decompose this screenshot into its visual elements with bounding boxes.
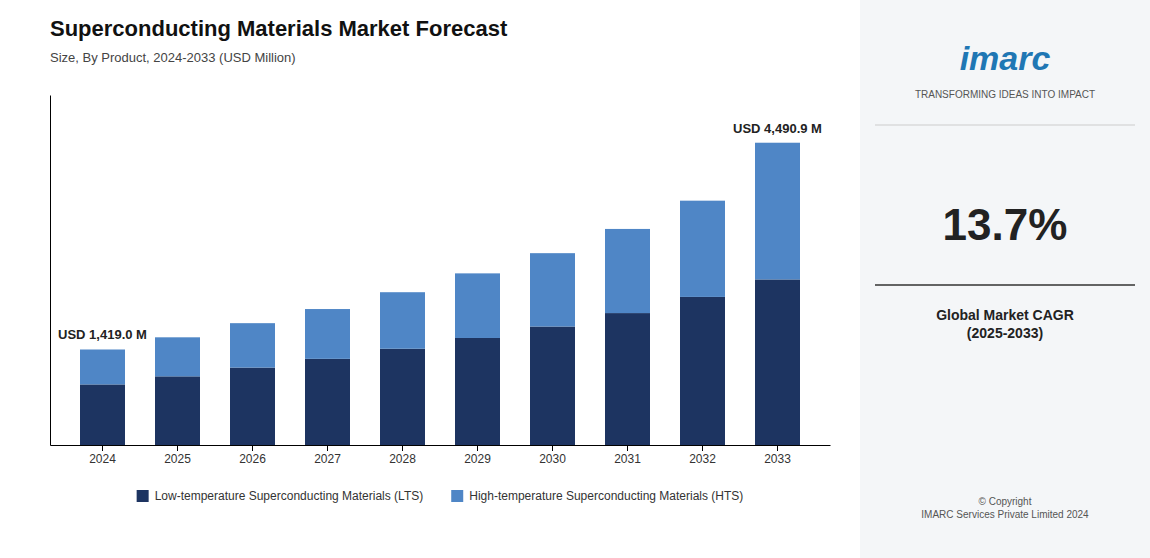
x-tick-label: 2029 xyxy=(464,452,491,466)
x-tick-label: 2025 xyxy=(164,452,191,466)
legend: Low-temperature Superconducting Material… xyxy=(137,489,744,503)
annotation: USD 4,490.9 M xyxy=(733,121,822,136)
x-tick: 2027 xyxy=(314,445,341,466)
bar xyxy=(455,338,500,445)
x-axis: 2024 2025 2026 2027 2028 2029 2030 2031 2032 2033 xyxy=(51,445,831,466)
title: Superconducting Materials Market Forecas… xyxy=(50,16,508,41)
x-tick-label: 2028 xyxy=(389,452,416,466)
bar xyxy=(380,349,425,445)
bar xyxy=(605,229,650,313)
x-tick-mark xyxy=(177,445,178,451)
x-tick-mark xyxy=(627,445,628,451)
y-axis-line xyxy=(50,96,51,446)
x-tick: 2030 xyxy=(539,445,566,466)
bar xyxy=(755,143,800,280)
panel-text-line: IMARC Services Private Limited 2024 xyxy=(921,509,1089,520)
x-tick-mark xyxy=(252,445,253,451)
x-tick-label: 2024 xyxy=(89,452,116,466)
bar xyxy=(680,297,725,445)
x-tick-label: 2027 xyxy=(314,452,341,466)
x-tick: 2029 xyxy=(464,445,491,466)
x-tick-label: 2032 xyxy=(689,452,716,466)
panel-text-line: imarc xyxy=(960,39,1051,77)
panel-text: © Copyright IMARC Services Private Limite… xyxy=(921,496,1089,520)
panel-text-line: (2025-2033) xyxy=(967,325,1043,341)
subtitle: Size, By Product, 2024-2033 (USD Million… xyxy=(50,50,296,65)
x-tick-mark xyxy=(102,445,103,451)
bar xyxy=(380,292,425,349)
x-tick-mark xyxy=(402,445,403,451)
side-panel-background xyxy=(860,0,1150,558)
bar xyxy=(530,327,575,445)
bar xyxy=(80,349,125,384)
panel-text-line: © Copyright xyxy=(979,496,1032,507)
x-tick-mark xyxy=(702,445,703,451)
x-tick-label: 2031 xyxy=(614,452,641,466)
x-tick: 2025 xyxy=(164,445,191,466)
bar xyxy=(305,309,350,359)
bar xyxy=(455,273,500,338)
chart: Superconducting Materials Market Forecas… xyxy=(0,0,1150,558)
x-tick-mark xyxy=(327,445,328,451)
bar xyxy=(230,368,275,445)
panel-text: Global Market CAGR (2025-2033) xyxy=(936,307,1074,341)
legend-label: Low-temperature Superconducting Material… xyxy=(155,489,424,503)
series xyxy=(80,143,800,385)
x-axis-line xyxy=(51,445,831,446)
bar xyxy=(680,201,725,297)
side-panel: imarc TRANSFORMING IDEAS INTO IMPACT 13.7%… xyxy=(860,0,1150,558)
bar xyxy=(755,279,800,445)
panel-text: 13.7% xyxy=(943,200,1068,249)
x-tick-mark xyxy=(552,445,553,451)
bar xyxy=(530,253,575,326)
panel-text-line: 13.7% xyxy=(943,200,1068,249)
panel-text-line: TRANSFORMING IDEAS INTO IMPACT xyxy=(915,89,1095,100)
bar xyxy=(155,376,200,445)
x-tick: 2024 xyxy=(89,445,116,466)
legend-item: Low-temperature Superconducting Material… xyxy=(137,489,424,503)
separator xyxy=(875,125,1135,126)
legend-swatch xyxy=(451,490,463,502)
legend-label: High-temperature Superconducting Materia… xyxy=(469,489,743,503)
y-axis xyxy=(50,96,51,446)
panel-text-line: Global Market CAGR xyxy=(936,307,1074,323)
x-tick-mark xyxy=(477,445,478,451)
x-tick-label: 2026 xyxy=(239,452,266,466)
x-tick: 2026 xyxy=(239,445,266,466)
bars xyxy=(80,143,800,445)
separator xyxy=(875,284,1135,286)
bar xyxy=(80,384,125,445)
x-tick-label: 2033 xyxy=(764,452,791,466)
bar xyxy=(605,313,650,445)
legend-swatch xyxy=(137,490,149,502)
x-tick: 2028 xyxy=(389,445,416,466)
series xyxy=(80,279,800,445)
panel-text: imarc xyxy=(960,39,1051,77)
bar xyxy=(155,337,200,376)
panel-text: TRANSFORMING IDEAS INTO IMPACT xyxy=(915,89,1095,100)
x-tick: 2031 xyxy=(614,445,641,466)
x-tick-mark xyxy=(777,445,778,451)
x-tick: 2032 xyxy=(689,445,716,466)
x-tick: 2033 xyxy=(764,445,791,466)
bar xyxy=(305,359,350,445)
x-tick-label: 2030 xyxy=(539,452,566,466)
legend-item: High-temperature Superconducting Materia… xyxy=(451,489,743,503)
annotation: USD 1,419.0 M xyxy=(58,327,147,342)
bar xyxy=(230,323,275,367)
